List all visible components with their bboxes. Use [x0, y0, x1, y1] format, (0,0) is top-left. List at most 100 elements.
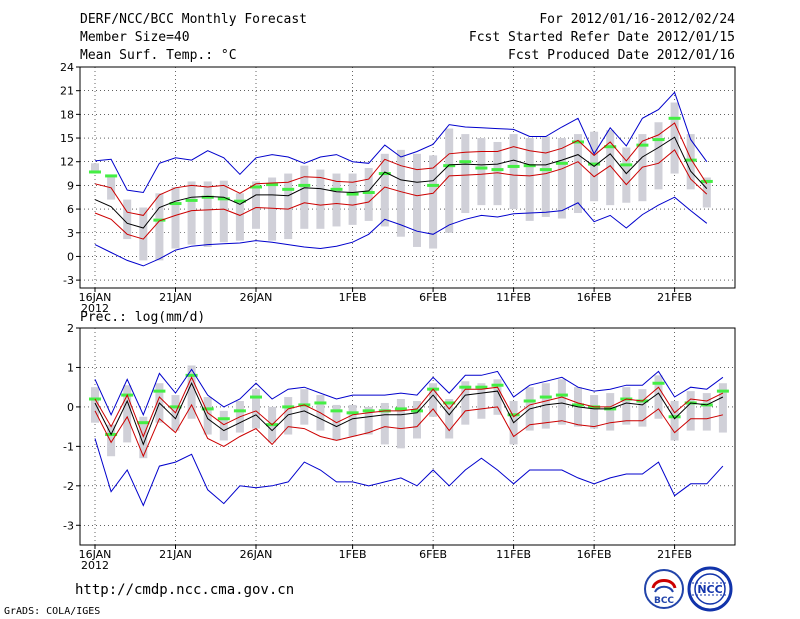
x-tick-label: 16JAN [79, 291, 112, 304]
y-tick-label: 6 [67, 203, 74, 216]
spread-box [525, 138, 534, 221]
spread-box [557, 138, 566, 219]
series-line-min [94, 91, 708, 194]
spread-box [541, 136, 550, 217]
source-url[interactable]: http://cmdp.ncc.cma.gov.cn [75, 582, 295, 598]
forecast-started-date: Fcst Started Refer Date 2012/01/15 [468, 30, 735, 45]
spread-box [219, 180, 228, 243]
spread-box [107, 424, 116, 457]
spread-box [702, 393, 711, 431]
spread-box [123, 199, 132, 240]
spread-box [235, 193, 244, 241]
spread-box [348, 173, 357, 225]
forecast-period: For 2012/01/16-2012/02/24 [539, 12, 735, 27]
spread-box [364, 406, 373, 435]
x-tick-label: 6FEB [419, 548, 447, 561]
spread-box [348, 404, 357, 437]
spread-box [686, 134, 695, 190]
chart-title: DERF/NCC/BCC Monthly Forecast [80, 12, 307, 27]
series-line-max [94, 368, 724, 417]
precip-variable-label: Prec.: log(mm/d) [80, 310, 206, 325]
ncc-logo-text: NCC [697, 583, 722, 596]
spread-box [606, 393, 615, 431]
x-tick-label: 26JAN [240, 291, 273, 304]
y-tick-label: -3 [63, 519, 74, 532]
y-tick-label: 0 [67, 250, 74, 263]
x-tick-label: 16JAN [79, 548, 112, 561]
spread-box [203, 397, 212, 435]
spread-box [171, 186, 180, 249]
spread-box [203, 181, 212, 247]
series-line-max [94, 196, 708, 267]
y-tick-label: -2 [63, 480, 74, 493]
spread-box [606, 130, 615, 206]
y-tick-label: 0 [67, 401, 74, 414]
spread-box [445, 128, 454, 233]
variable-label: Mean Surf. Temp.: °C [80, 48, 237, 63]
spread-box [300, 389, 309, 425]
member-size: Member Size=40 [80, 30, 190, 45]
spread-box [413, 153, 421, 247]
bcc-logo: BCC [644, 569, 684, 609]
y-tick-label: 21 [60, 85, 74, 98]
spread-box [396, 399, 405, 449]
spread-box [429, 383, 438, 417]
x-tick-label: 26JAN [240, 548, 273, 561]
spread-box [461, 381, 470, 425]
x-tick-label: 11FEB [496, 291, 531, 304]
spread-box [155, 193, 164, 261]
y-tick-label: 18 [60, 108, 74, 121]
spread-box [429, 155, 438, 249]
y-tick-label: 2 [67, 322, 74, 335]
spread-box [252, 181, 260, 229]
y-tick-label: 12 [60, 156, 74, 169]
spread-box [396, 149, 405, 237]
series-line-p75 [94, 376, 724, 438]
spread-box [284, 173, 293, 240]
x-year-label: 2012 [81, 302, 109, 315]
spread-box [477, 383, 486, 419]
precipitation-panel: -3 -2 -1 0 1 2 16JAN 21JAN 26JAN 1FEB 6FEB 11FEB 16F… [63, 322, 736, 572]
x-tick-label: 21FEB [657, 548, 692, 561]
spread-box [509, 134, 518, 210]
series-line-min [94, 438, 724, 507]
spread-box [718, 383, 727, 433]
spread-box [574, 134, 582, 214]
spread-box [654, 375, 663, 419]
spread-box [654, 122, 663, 190]
spread-box [493, 379, 502, 415]
spread-box [380, 153, 389, 227]
y-tick-label: 1 [67, 361, 74, 374]
spread-box [187, 365, 196, 419]
ncc-logo: NCC [687, 566, 733, 612]
spread-box [123, 385, 132, 443]
spread-box [284, 397, 293, 435]
spread-box [316, 169, 325, 229]
spread-box [477, 138, 486, 206]
x-tick-label: 21JAN [159, 548, 192, 561]
spread-box [590, 395, 599, 429]
y-tick-label: -3 [63, 274, 74, 287]
y-tick-label: 9 [67, 179, 74, 192]
spread-box [413, 400, 421, 439]
x-tick-label: 21JAN [159, 291, 192, 304]
spread-box [638, 389, 647, 427]
spread-box [702, 177, 711, 208]
x-tick-label: 11FEB [496, 548, 531, 561]
y-tick-label: 15 [60, 132, 74, 145]
spread-box [268, 177, 277, 241]
spread-box [380, 402, 389, 445]
series-line-median [94, 381, 724, 446]
x-tick-label: 16FEB [577, 291, 612, 304]
spread-box [91, 163, 99, 174]
spread-box [445, 399, 454, 439]
x-tick-label: 6FEB [419, 291, 447, 304]
spread-box [332, 173, 341, 227]
y-tick-label: -1 [63, 440, 74, 453]
spread-box [686, 391, 695, 431]
spread-box [187, 181, 196, 245]
x-year-label: 2012 [81, 559, 109, 572]
plot-frame [79, 66, 736, 289]
spread-box [541, 383, 550, 429]
spread-box [670, 400, 679, 441]
